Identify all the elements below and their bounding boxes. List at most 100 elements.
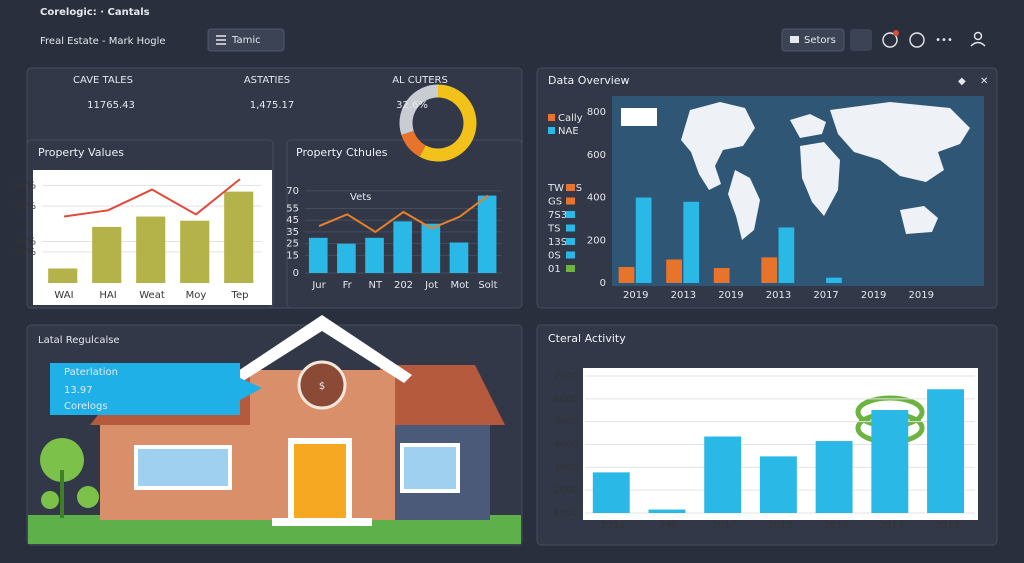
series-label: Vets	[350, 192, 371, 203]
y-tick-label: 1000	[554, 508, 579, 519]
kpi-value: 1,475.17	[250, 100, 295, 111]
bar	[759, 456, 797, 513]
side-label: TW MS	[547, 183, 582, 194]
side-label: 13S	[548, 237, 567, 248]
x-tick-label: Jot	[424, 280, 438, 291]
x-tick-label: 2019	[623, 290, 648, 301]
y-tick-label: 33%	[14, 236, 36, 247]
bar	[826, 277, 842, 283]
bar	[648, 509, 686, 513]
x-tick-label: HAI	[99, 290, 116, 301]
y-tick-label: 3000	[554, 462, 579, 473]
map-inset	[621, 108, 657, 126]
chart-title: Data Overview	[548, 74, 630, 87]
legend-swatch	[548, 114, 555, 121]
callout-caption: Corelogs	[64, 401, 108, 412]
legend-label: Cally	[558, 113, 583, 124]
side-label: TS	[547, 224, 560, 235]
callout	[50, 363, 240, 415]
y-tick-label: 60%	[14, 180, 36, 191]
line	[318, 194, 489, 234]
bar	[393, 221, 413, 273]
user-icon	[970, 41, 986, 47]
bar	[871, 410, 909, 513]
y-tick-label: 400	[587, 193, 606, 204]
callout-pointer	[240, 378, 262, 400]
side-label: GS	[548, 197, 562, 208]
x-tick-label: 2011	[600, 520, 625, 531]
x-tick-label: 2013	[766, 290, 791, 301]
bar	[365, 237, 384, 273]
bar	[48, 268, 78, 283]
donut-segment	[399, 84, 439, 135]
settings-button[interactable]	[781, 28, 845, 52]
x-tick-label: 2019	[908, 290, 933, 301]
settings-button-label: Setors	[804, 35, 836, 46]
y-tick-label: 7000	[554, 371, 579, 382]
side-label: 01	[548, 264, 561, 275]
x-tick-label: 202	[394, 280, 413, 291]
x-tick-label: 2013	[671, 290, 696, 301]
callout-title: Paterlation	[64, 367, 118, 378]
x-tick-label: 248	[659, 520, 678, 531]
y-tick-label: 50%	[14, 201, 36, 212]
legend-swatch	[548, 127, 555, 134]
bar	[761, 257, 778, 283]
kpi-label: CAVE TALES	[73, 75, 133, 86]
menu-button[interactable]	[207, 28, 285, 52]
x-tick-label: 2019	[823, 520, 848, 531]
x-tick-label: 2017	[712, 520, 737, 531]
x-tick-label: Tep	[231, 290, 249, 301]
y-tick-label: 200	[587, 235, 606, 246]
bar	[592, 472, 630, 513]
y-tick-label: 600	[587, 150, 606, 161]
world-map	[681, 102, 970, 240]
bar	[666, 259, 682, 283]
callout-value: 13.97	[64, 385, 93, 396]
y-tick-label: 45	[286, 215, 299, 226]
x-tick-label: 2012	[767, 520, 792, 531]
side-swatch	[566, 197, 575, 205]
close-button[interactable]: ✕	[980, 76, 988, 87]
subtitle: Freal Estate - Mark Hogle	[40, 36, 166, 47]
promo-title: Latal Regulcalse	[38, 335, 120, 346]
y-tick-label: 4000	[554, 440, 579, 451]
side-swatch	[566, 238, 575, 245]
donut-segment	[419, 84, 477, 162]
y-tick-label: 2000	[554, 485, 579, 496]
side-swatch	[566, 224, 575, 232]
x-tick-label: NT	[369, 280, 383, 291]
bar	[713, 268, 730, 283]
bar	[635, 197, 652, 283]
y-tick-label: 15	[286, 250, 299, 261]
bar	[618, 266, 635, 283]
menu-button-label: Tamic	[231, 35, 261, 46]
bar	[683, 201, 700, 283]
info-button[interactable]	[909, 32, 925, 48]
grid-button[interactable]	[850, 29, 872, 51]
line	[63, 178, 241, 218]
side-swatch	[566, 251, 575, 259]
notification-button[interactable]	[882, 32, 898, 48]
x-tick-label: Moy	[186, 290, 207, 301]
bar	[136, 216, 166, 283]
y-tick-label: 800	[587, 107, 606, 118]
chart-title: Cteral Activity	[548, 332, 626, 345]
x-tick-label: Solt	[478, 280, 497, 291]
x-tick-label: 2013	[934, 520, 959, 531]
svg-text:$: $	[319, 381, 325, 392]
user-button[interactable]	[973, 31, 983, 41]
bar	[337, 243, 356, 273]
y-tick-label: 70	[286, 186, 299, 197]
more-button[interactable]: •••	[935, 35, 953, 46]
bar	[927, 389, 964, 513]
y-tick-label: 55	[286, 203, 299, 214]
bar	[92, 226, 122, 283]
legend-label: NAE	[558, 126, 579, 137]
brand: Corelogic: · Cantals	[40, 7, 150, 18]
donut-segment	[401, 130, 427, 157]
panel-menu[interactable]: ◆	[958, 76, 966, 87]
x-tick-label: Jur	[311, 280, 326, 291]
